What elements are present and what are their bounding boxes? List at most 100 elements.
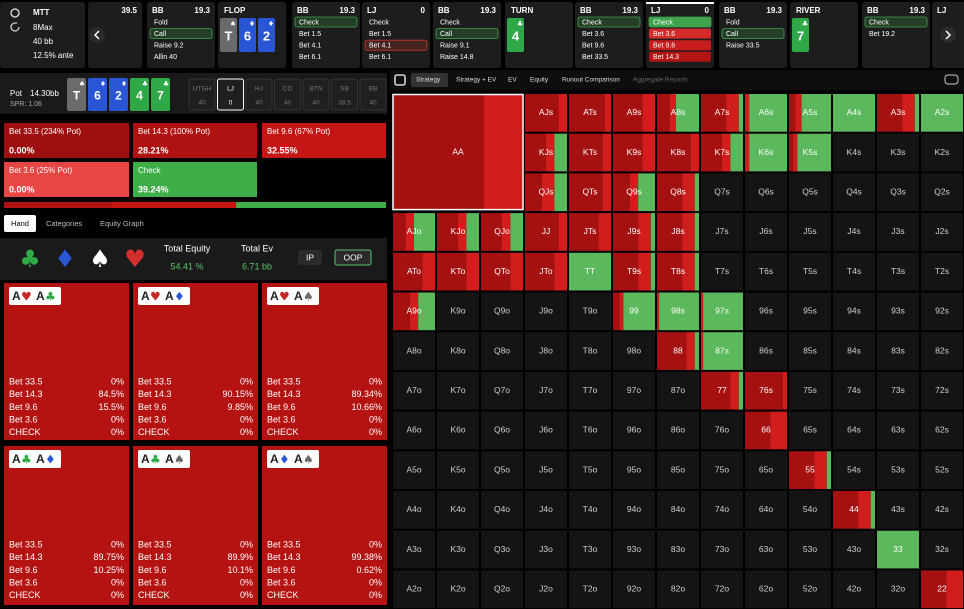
grid-cell[interactable]: [789, 411, 831, 450]
grid-cell[interactable]: [921, 530, 963, 569]
grid-cell[interactable]: [393, 451, 435, 489]
grid-cell[interactable]: [569, 570, 611, 609]
toolbar-tab[interactable]: Strategy: [416, 77, 441, 84]
tab[interactable]: Hand: [11, 219, 29, 228]
grid-cell[interactable]: [701, 451, 743, 489]
combo-card[interactable]: [4, 283, 129, 440]
grid-cell[interactable]: [745, 530, 787, 569]
grid-cell[interactable]: [789, 332, 831, 370]
grid-cell[interactable]: [569, 292, 611, 331]
grid-cell[interactable]: [437, 530, 479, 569]
grid-cell[interactable]: [921, 213, 963, 251]
history-action[interactable]: [649, 40, 711, 51]
history-column[interactable]: [433, 2, 501, 68]
grid-cell[interactable]: [789, 252, 831, 291]
grid-cell[interactable]: [613, 491, 655, 529]
history-column[interactable]: [719, 2, 787, 68]
grid-cell[interactable]: [437, 332, 479, 370]
grid-cell[interactable]: [789, 371, 831, 410]
grid-cell[interactable]: [525, 570, 567, 609]
grid-cell[interactable]: [569, 411, 611, 450]
grid-cell[interactable]: [613, 570, 655, 609]
combo-card[interactable]: [4, 446, 129, 605]
action-box[interactable]: [133, 123, 257, 158]
grid-cell[interactable]: [745, 292, 787, 331]
grid-cell[interactable]: [877, 332, 919, 370]
grid-cell[interactable]: [877, 292, 919, 331]
grid-cell[interactable]: [877, 213, 919, 251]
grid-cell[interactable]: [393, 491, 435, 529]
grid-cell[interactable]: [701, 173, 743, 212]
grid-cell[interactable]: [481, 371, 523, 410]
grid-cell[interactable]: [657, 371, 699, 410]
grid-cell[interactable]: [877, 173, 919, 212]
grid-cell[interactable]: [393, 332, 435, 370]
grid-cell[interactable]: [569, 451, 611, 489]
grid-cell[interactable]: [745, 213, 787, 251]
action-box[interactable]: [4, 123, 129, 158]
grid-cell[interactable]: [525, 292, 567, 331]
grid-cell[interactable]: [877, 371, 919, 410]
toolbar-tab[interactable]: Aggregate Reports: [633, 77, 688, 84]
grid-cell[interactable]: [525, 371, 567, 410]
controller-icon[interactable]: [944, 74, 959, 85]
nav-arrow[interactable]: [89, 27, 105, 43]
grid-cell[interactable]: [613, 530, 655, 569]
grid-cell[interactable]: [789, 173, 831, 212]
grid-cell[interactable]: [613, 411, 655, 450]
grid-cell[interactable]: [877, 133, 919, 172]
settings-icon[interactable]: [10, 8, 20, 18]
grid-cell[interactable]: [833, 252, 875, 291]
grid-cell[interactable]: [833, 451, 875, 489]
history-column[interactable]: [88, 2, 142, 68]
grid-cell[interactable]: [877, 451, 919, 489]
grid-cell[interactable]: [437, 491, 479, 529]
history-action[interactable]: [864, 16, 928, 28]
grid-cell[interactable]: [569, 491, 611, 529]
grid-cell[interactable]: [921, 411, 963, 450]
history-action[interactable]: [149, 28, 213, 40]
grid-cell[interactable]: [481, 411, 523, 450]
grid-cell[interactable]: [745, 451, 787, 489]
grid-cell[interactable]: [833, 292, 875, 331]
grid-cell[interactable]: [701, 213, 743, 251]
grid-cell[interactable]: [921, 292, 963, 331]
grid-cell[interactable]: [701, 491, 743, 529]
action-box[interactable]: [262, 123, 386, 158]
grid-cell[interactable]: [657, 411, 699, 450]
grid-cell[interactable]: [833, 371, 875, 410]
history-action[interactable]: [721, 28, 785, 40]
grid-cell[interactable]: [525, 491, 567, 529]
tab[interactable]: Categories: [46, 219, 83, 228]
grid-cell[interactable]: [393, 411, 435, 450]
history-action[interactable]: [649, 28, 711, 39]
grid-cell[interactable]: [525, 530, 567, 569]
grid-cell[interactable]: [833, 213, 875, 251]
history-action[interactable]: [435, 28, 499, 40]
grid-cell[interactable]: [613, 371, 655, 410]
grid-cell[interactable]: [481, 332, 523, 370]
grid-cell[interactable]: [701, 570, 743, 609]
grid-cell[interactable]: [789, 491, 831, 529]
grid-cell[interactable]: [393, 371, 435, 410]
grid-cell[interactable]: [569, 530, 611, 569]
suit-filter[interactable]: ♦: [54, 245, 76, 273]
grid-cell[interactable]: [833, 411, 875, 450]
toolbar-tab[interactable]: EV: [508, 77, 517, 84]
grid-cell[interactable]: [481, 451, 523, 489]
grid-cell[interactable]: [701, 252, 743, 291]
history-column[interactable]: [362, 2, 430, 68]
history-action[interactable]: [649, 51, 711, 62]
grid-cell[interactable]: [833, 173, 875, 212]
grid-cell[interactable]: [877, 491, 919, 529]
grid-cell[interactable]: [921, 173, 963, 212]
history-column[interactable]: [292, 2, 360, 68]
history-column[interactable]: [147, 2, 215, 68]
grid-cell[interactable]: [833, 570, 875, 609]
grid-cell[interactable]: [525, 411, 567, 450]
grid-cell[interactable]: [657, 451, 699, 489]
grid-cell[interactable]: [833, 133, 875, 172]
grid-cell[interactable]: [833, 332, 875, 370]
toolbar-tab[interactable]: Equity: [530, 77, 549, 84]
toolbar-tab[interactable]: Runout Comparison: [562, 77, 620, 84]
